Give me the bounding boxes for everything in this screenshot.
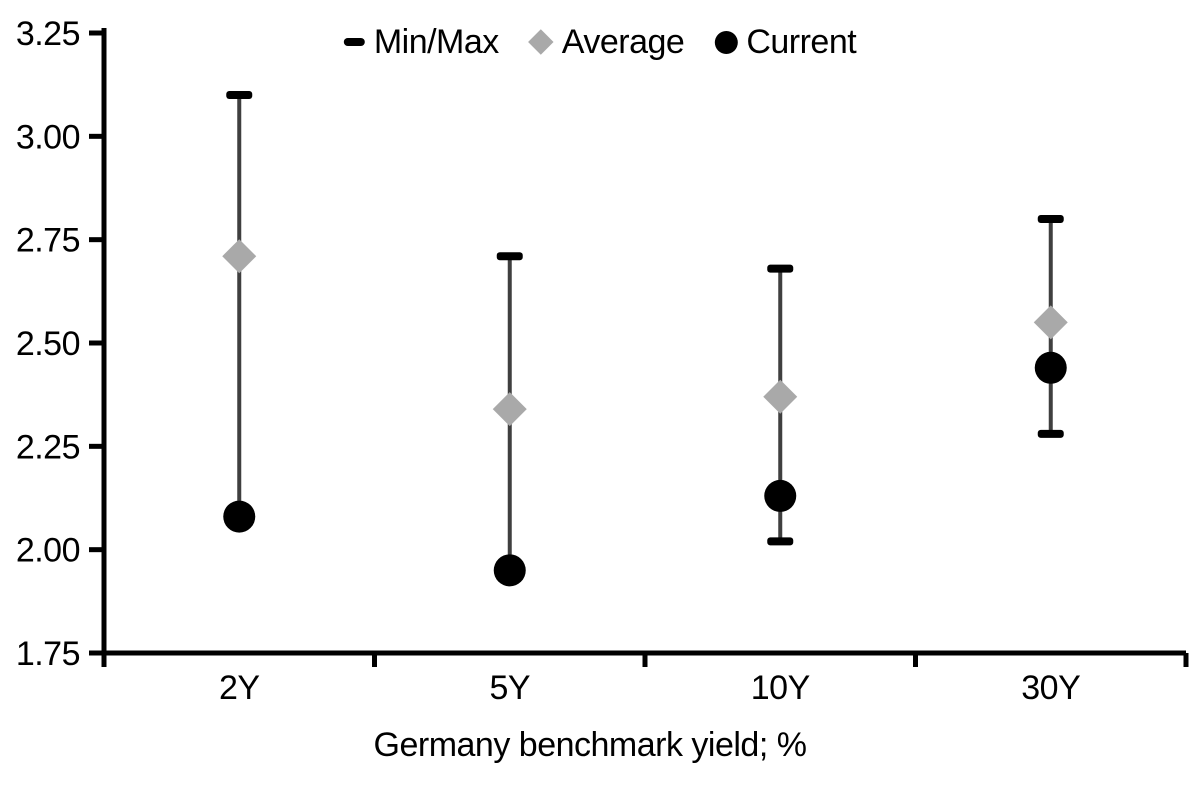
x-axis-title: Germany benchmark yield; %	[373, 726, 807, 764]
average-marker-2Y	[222, 239, 257, 274]
y-tick-label: 3.00	[16, 118, 80, 156]
y-tick-label: 2.25	[16, 428, 80, 466]
max-cap-2Y	[226, 91, 253, 99]
x-category-label: 10Y	[751, 669, 810, 707]
x-category-label: 2Y	[219, 669, 260, 707]
legend-label-average: Average	[561, 23, 685, 61]
current-marker-30Y	[1034, 351, 1067, 384]
y-tick-label: 3.25	[16, 15, 80, 53]
current-marker-2Y	[223, 500, 256, 533]
legend-label-current: Current	[746, 23, 857, 61]
y-tick-label: 1.75	[16, 635, 80, 673]
y-tick-label: 2.00	[16, 532, 80, 570]
legend-item-average: Average	[528, 22, 685, 62]
average-diamond-icon	[528, 29, 554, 55]
minmax-dash-icon	[343, 38, 365, 46]
x-category-label: 30Y	[1021, 669, 1080, 707]
max-cap-10Y	[767, 264, 794, 273]
legend: Min/Max Average Current	[343, 22, 857, 62]
legend-item-minmax: Min/Max	[343, 22, 499, 62]
y-tick-label: 2.50	[16, 325, 80, 363]
max-cap-5Y	[496, 252, 523, 261]
max-cap-30Y	[1037, 215, 1064, 223]
y-tick-label: 2.75	[16, 222, 80, 260]
average-marker-10Y	[763, 379, 798, 414]
legend-item-current: Current	[714, 22, 857, 62]
current-marker-5Y	[493, 554, 526, 587]
legend-label-minmax: Min/Max	[373, 23, 499, 61]
average-marker-5Y	[492, 392, 527, 427]
current-marker-10Y	[764, 479, 797, 512]
average-marker-30Y	[1033, 305, 1068, 340]
x-category-label: 5Y	[489, 669, 530, 707]
min-cap-30Y	[1037, 429, 1064, 438]
min-cap-10Y	[767, 537, 794, 546]
current-circle-icon	[714, 30, 738, 54]
